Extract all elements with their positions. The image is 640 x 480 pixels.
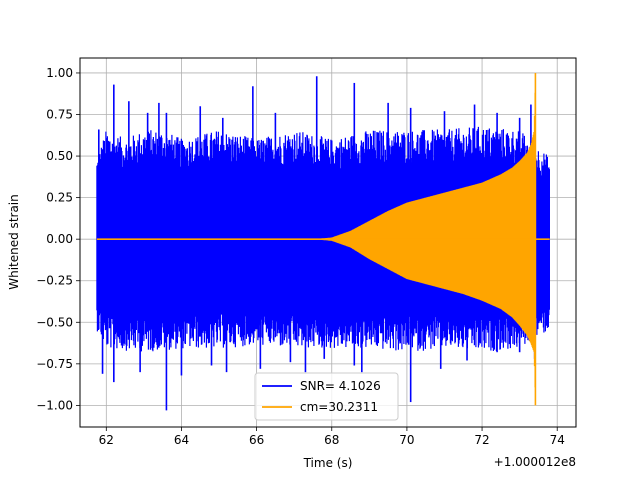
y-tick-label: 0.75	[46, 108, 73, 122]
y-tick-label: 0.00	[46, 232, 73, 246]
y-tick-label: 0.50	[46, 149, 73, 163]
y-tick-label: −0.50	[36, 315, 73, 329]
plot-frame	[79, 57, 577, 428]
x-tick-label: 70	[399, 433, 414, 447]
y-tick-label: −1.00	[36, 398, 73, 412]
y-axis-label: Whitened strain	[7, 194, 21, 290]
x-axis: 62 64 66 68 70 72 74	[99, 427, 565, 447]
y-axis: −1.00 −0.75 −0.50 −0.25 0.00 0.25 0.50 0.75 1.00	[36, 66, 80, 412]
x-tick-label: 72	[474, 433, 489, 447]
y-tick-label: −0.25	[36, 274, 73, 288]
legend-box	[254, 372, 399, 421]
x-tick-label: 64	[174, 433, 189, 447]
x-tick-label: 74	[550, 433, 565, 447]
y-tick-label: 0.25	[46, 191, 73, 205]
x-tick-label: 68	[324, 433, 339, 447]
series-cm	[96, 72, 550, 406]
legend-label-snr: SNR= 4.1026	[300, 379, 381, 393]
x-offset-text: +1.000012e8	[494, 455, 576, 469]
y-tick-label: 1.00	[46, 66, 73, 80]
legend-label-cm: cm=30.2311	[300, 400, 378, 414]
x-tick-label: 62	[99, 433, 114, 447]
legend: SNR= 4.1026 cm=30.2311	[254, 372, 399, 421]
x-axis-label: Time (s)	[303, 456, 353, 470]
y-tick-label: −0.75	[36, 357, 73, 371]
x-tick-label: 66	[249, 433, 264, 447]
